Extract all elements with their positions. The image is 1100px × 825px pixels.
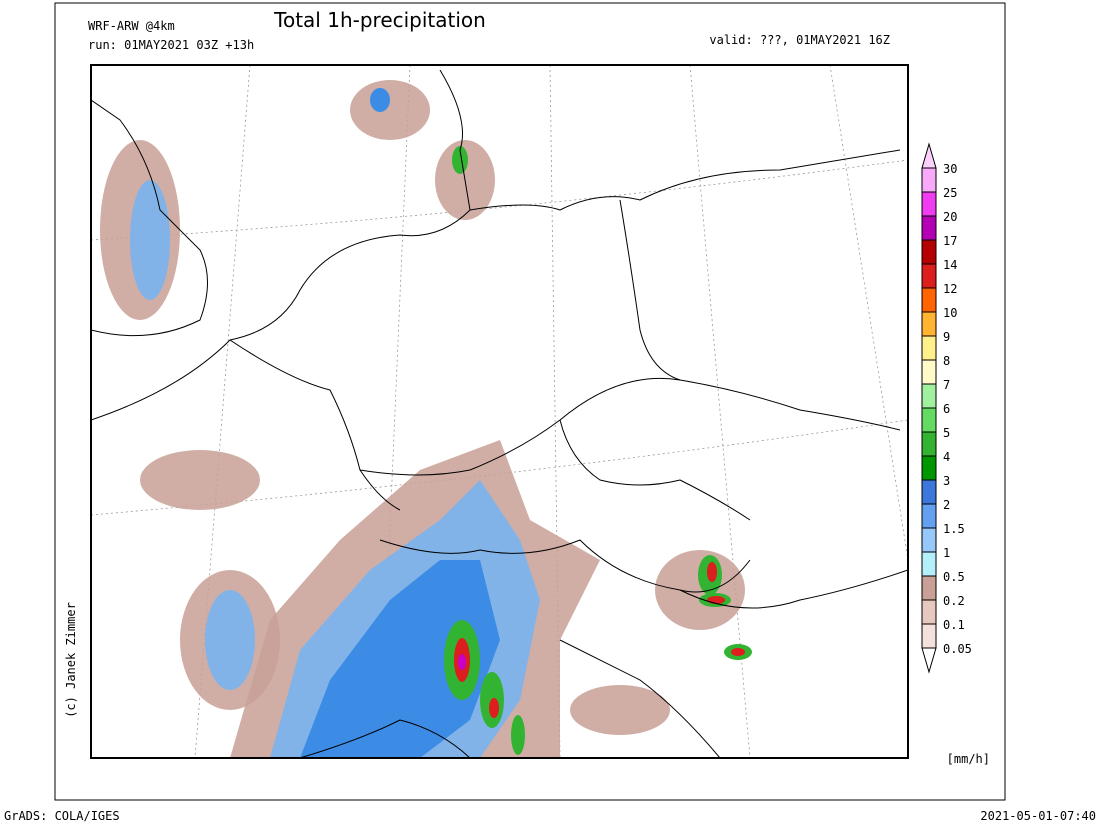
valid-label: valid: ???, 01MAY2021 16Z bbox=[709, 33, 890, 47]
colorbar-box bbox=[921, 503, 937, 529]
colorbar-box bbox=[921, 287, 937, 313]
colorbar-label: 0.2 bbox=[943, 594, 965, 608]
map-frame bbox=[90, 64, 909, 759]
unit-label: [mm/h] bbox=[947, 752, 990, 766]
colorbar-label: 10 bbox=[943, 306, 957, 320]
colorbar-box bbox=[921, 215, 937, 241]
colorbar-label: 2 bbox=[943, 498, 950, 512]
colorbar-box bbox=[921, 575, 937, 601]
plot-frame bbox=[54, 2, 1006, 801]
colorbar-cap bbox=[921, 142, 937, 169]
colorbar-label: 3 bbox=[943, 474, 950, 488]
colorbar-label: 14 bbox=[943, 258, 957, 272]
colorbar-label: 1 bbox=[943, 546, 950, 560]
footer-right: 2021-05-01-07:40 bbox=[980, 809, 1096, 823]
colorbar-box bbox=[921, 527, 937, 553]
colorbar-box bbox=[921, 599, 937, 625]
colorbar-box bbox=[921, 359, 937, 385]
colorbar-box bbox=[921, 191, 937, 217]
colorbar-label: 12 bbox=[943, 282, 957, 296]
colorbar-box bbox=[921, 239, 937, 265]
colorbar-cap bbox=[921, 647, 937, 674]
colorbar-box bbox=[921, 479, 937, 505]
map-title: Total 1h-precipitation bbox=[273, 8, 486, 32]
colorbar-box bbox=[921, 167, 937, 193]
colorbar-box bbox=[921, 455, 937, 481]
run-label: run: 01MAY2021 03Z +13h bbox=[88, 38, 254, 52]
colorbar-label: 25 bbox=[943, 186, 957, 200]
colorbar-label: 5 bbox=[943, 426, 950, 440]
colorbar-label: 8 bbox=[943, 354, 950, 368]
precipitation bbox=[100, 80, 752, 758]
credit: (c) Janek Zimmer bbox=[64, 602, 78, 718]
colorbar-label: 30 bbox=[943, 162, 957, 176]
colorbar: 30 25 20 17 14 12 10 9 8 7 6 5 4 3 2 1.5 1 0.5 0.2 0.1 0.05 bbox=[921, 142, 972, 674]
colorbar-label: 7 bbox=[943, 378, 950, 392]
colorbar-label: 0.1 bbox=[943, 618, 965, 632]
colorbar-label: 9 bbox=[943, 330, 950, 344]
colorbar-box bbox=[921, 431, 937, 457]
footer-left: GrADS: COLA/IGES bbox=[4, 809, 120, 823]
map-area bbox=[90, 64, 909, 759]
colorbar-box bbox=[921, 407, 937, 433]
colorbar-label: 6 bbox=[943, 402, 950, 416]
model-label: WRF-ARW @4km bbox=[88, 19, 175, 33]
colorbar-box bbox=[921, 383, 937, 409]
colorbar-label: 0.5 bbox=[943, 570, 965, 584]
colorbar-box bbox=[921, 623, 937, 649]
colorbar-label: 0.05 bbox=[943, 642, 972, 656]
coastlines-borders bbox=[91, 69, 908, 758]
colorbar-label: 20 bbox=[943, 210, 957, 224]
colorbar-box bbox=[921, 263, 937, 289]
colorbar-label: 1.5 bbox=[943, 522, 965, 536]
colorbar-box bbox=[921, 335, 937, 361]
colorbar-box bbox=[921, 551, 937, 577]
colorbar-label: 17 bbox=[943, 234, 957, 248]
colorbar-label: 4 bbox=[943, 450, 950, 464]
colorbar-box bbox=[921, 311, 937, 337]
